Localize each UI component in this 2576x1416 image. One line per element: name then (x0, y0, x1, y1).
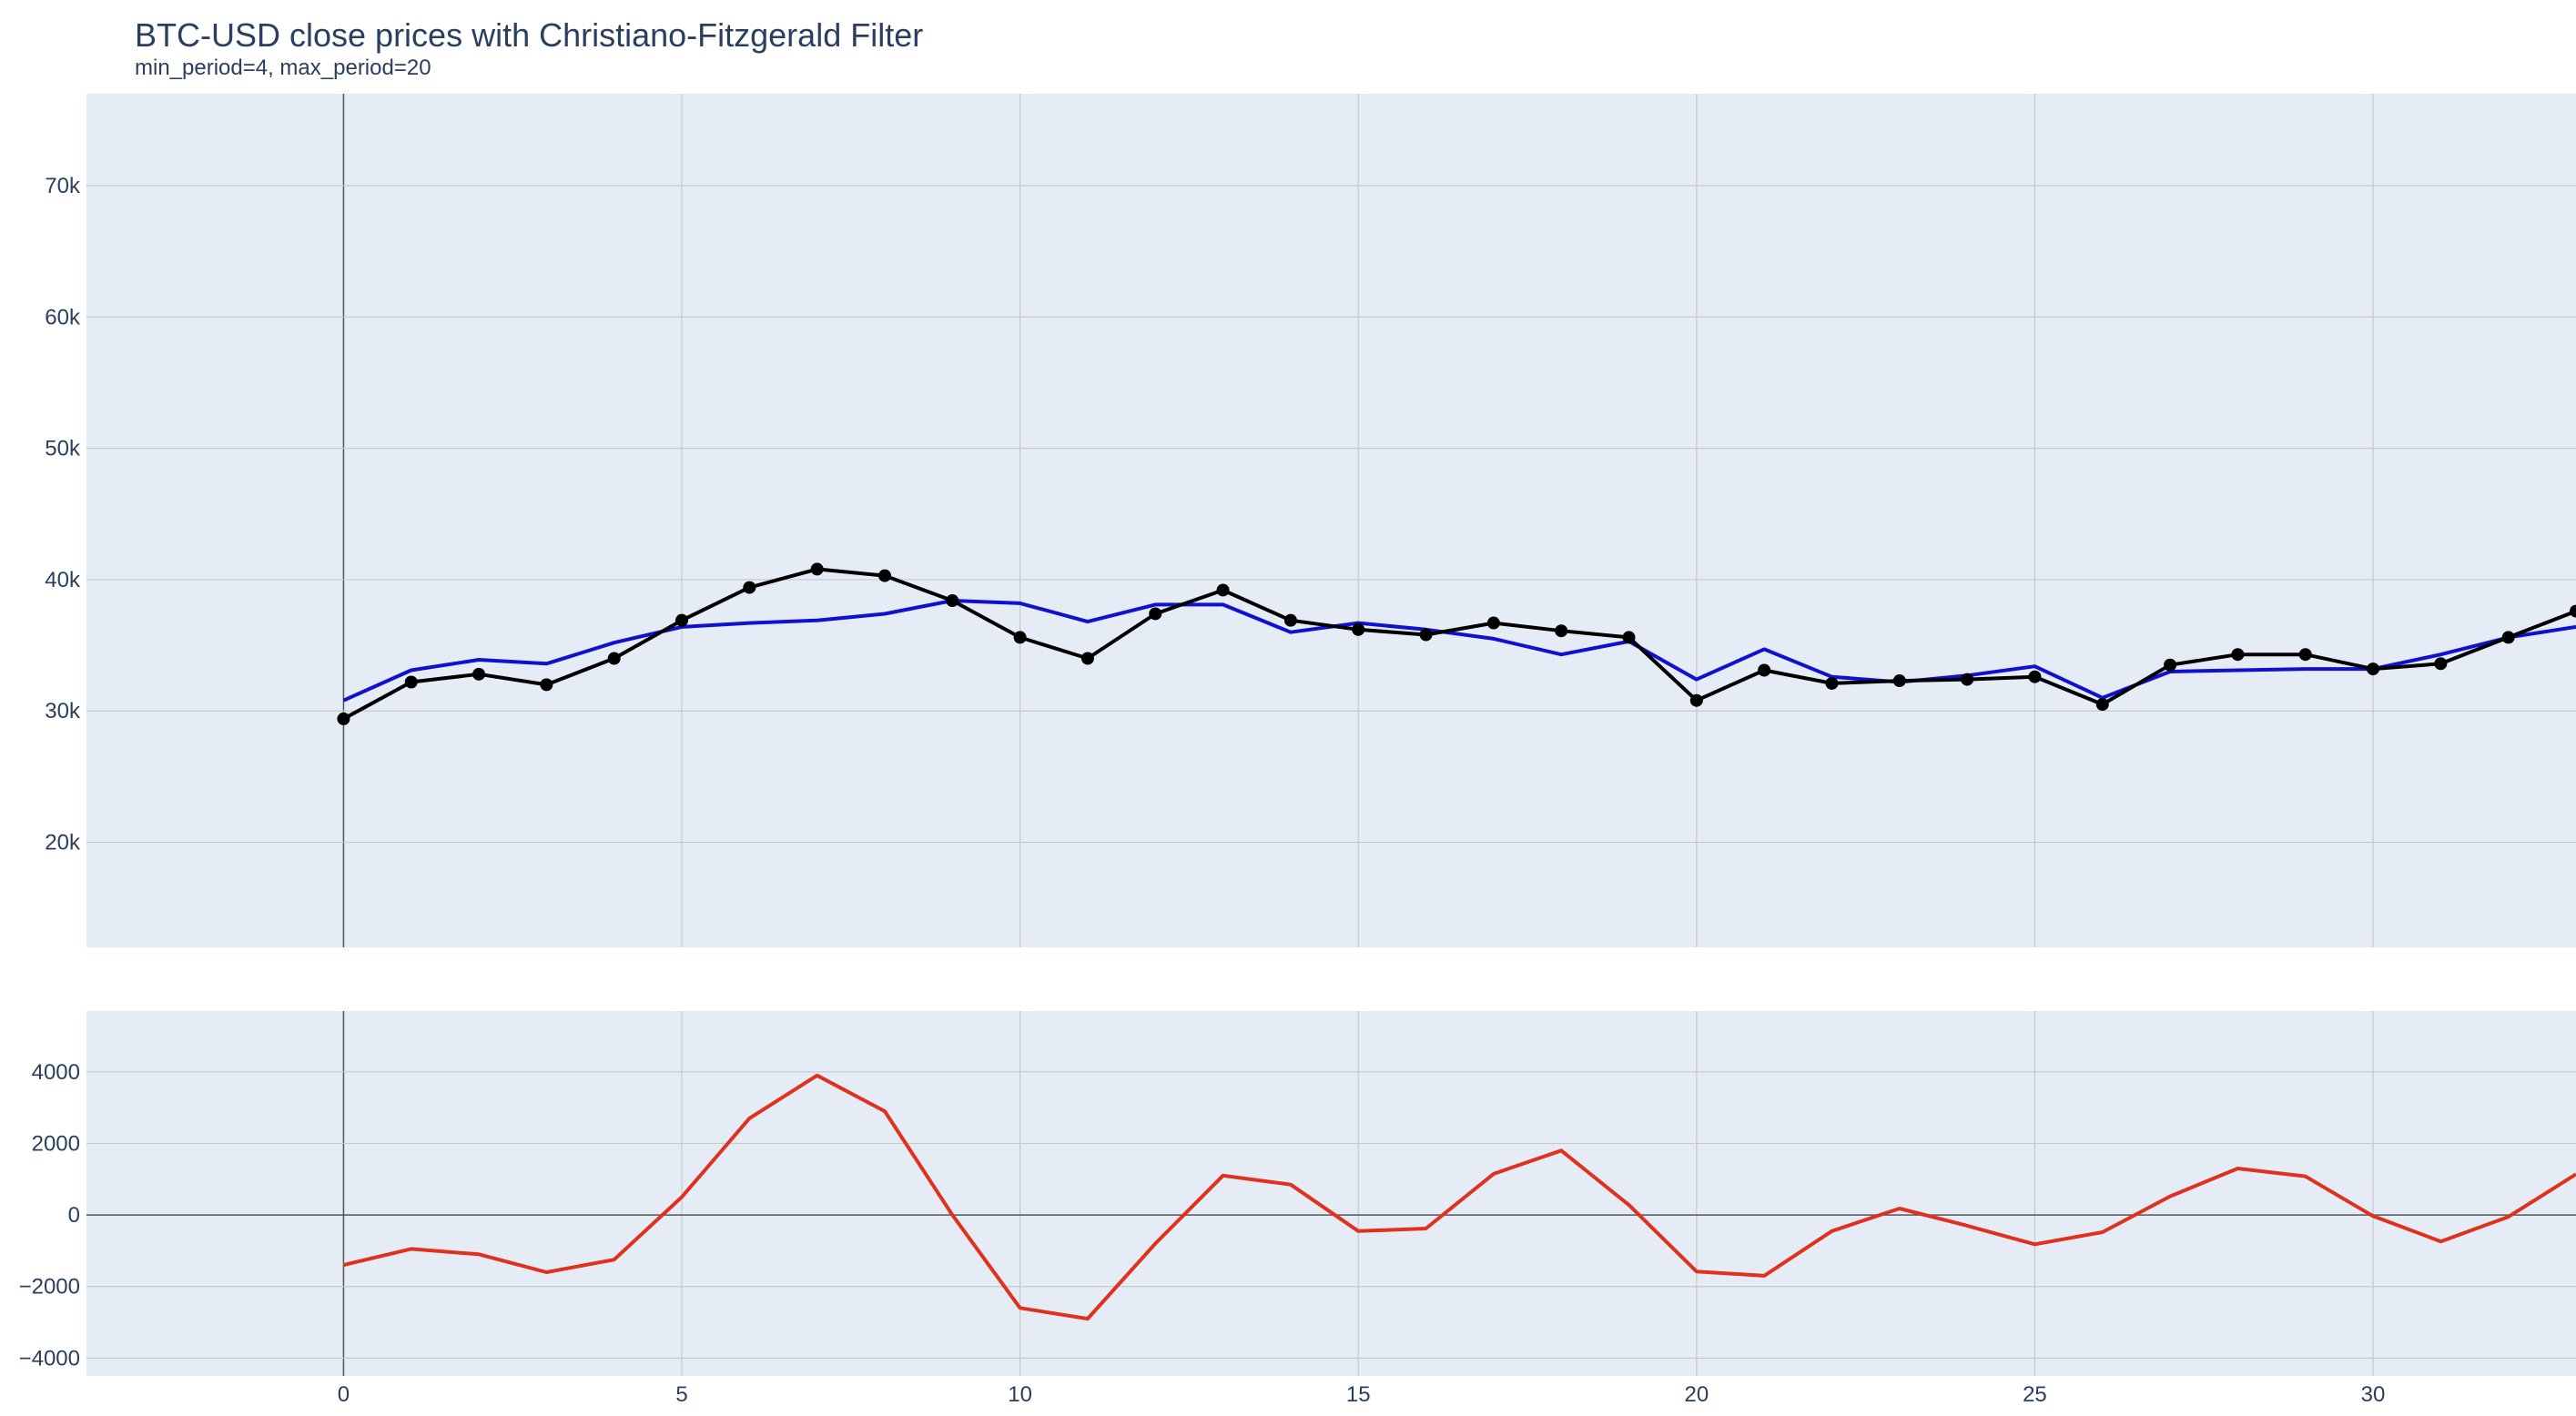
bottom-y-axis-ticks: −4000 −2000 0 2000 4000 (19, 1060, 80, 1371)
bottom-y-tick-label: −2000 (19, 1275, 80, 1300)
close-point (810, 562, 824, 576)
close-point (2501, 631, 2515, 644)
x-tick-label: 0 (338, 1382, 350, 1407)
x-tick-label: 25 (2023, 1382, 2047, 1407)
trend-series-line (342, 599, 2576, 703)
top-y-axis-ticks: 20k 30k 40k 50k 60k 70k (45, 174, 81, 855)
chart-subtitle: min_period=4, max_period=20 (135, 56, 431, 80)
close-point (946, 594, 959, 608)
bottom-grid (86, 1011, 2576, 1376)
top-plot-area (86, 94, 2576, 947)
x-tick-label: 20 (1684, 1382, 1709, 1407)
top-grid (86, 94, 2576, 947)
top-y-tick-label: 20k (45, 831, 81, 855)
top-y-tick-label: 40k (45, 568, 81, 592)
close-point (1486, 616, 1500, 630)
cycle-series-group (342, 1073, 2576, 1321)
cycle-series-line (342, 1073, 2576, 1321)
close-point (1149, 607, 1162, 621)
chart-title: BTC-USD close prices with Christiano-Fit… (135, 16, 923, 54)
close-point (877, 569, 891, 582)
close-point (743, 581, 756, 594)
close-point (1961, 673, 1974, 686)
close-point (337, 712, 350, 725)
bottom-y-tick-label: 0 (68, 1203, 80, 1228)
close-point (1758, 663, 1771, 677)
close-point (1555, 624, 1568, 638)
close-point (404, 675, 418, 689)
x-tick-label: 5 (675, 1382, 687, 1407)
close-point (2095, 698, 2109, 712)
close-point (472, 667, 486, 681)
close-point (2298, 648, 2312, 662)
close-point (675, 613, 689, 627)
bottom-y-tick-label: 2000 (32, 1131, 80, 1156)
close-point (2367, 662, 2380, 676)
close-point (1622, 631, 1636, 644)
price-series-group (337, 562, 2576, 725)
x-tick-label: 30 (2361, 1382, 2386, 1407)
close-point (1352, 622, 1365, 636)
x-tick-label: 15 (1346, 1382, 1371, 1407)
close-point (2434, 657, 2448, 671)
bottom-y-tick-label: 4000 (32, 1060, 80, 1085)
close-point (1419, 628, 1433, 642)
top-y-tick-label: 30k (45, 699, 81, 723)
close-point (2164, 658, 2177, 672)
top-y-tick-label: 70k (45, 174, 81, 198)
close-point (2231, 648, 2245, 662)
x-tick-label: 10 (1008, 1382, 1032, 1407)
close-point (2570, 604, 2576, 618)
close-point (1825, 676, 1839, 690)
x-axis-ticks: 0 5 10 15 20 25 30 (338, 1382, 2386, 1407)
close-point (607, 652, 621, 665)
close-point (1080, 652, 1094, 665)
close-point (2028, 670, 2042, 683)
close-series-line (342, 567, 2576, 721)
close-point (1689, 693, 1703, 707)
bottom-y-tick-label: −4000 (19, 1346, 80, 1370)
close-point (540, 678, 553, 692)
top-y-tick-label: 50k (45, 437, 81, 461)
close-point (1892, 674, 1906, 688)
top-y-tick-label: 60k (45, 305, 81, 329)
close-point (1283, 613, 1297, 627)
close-point (1013, 631, 1027, 644)
close-point (1216, 583, 1230, 597)
bottom-plot-area (86, 1011, 2576, 1376)
